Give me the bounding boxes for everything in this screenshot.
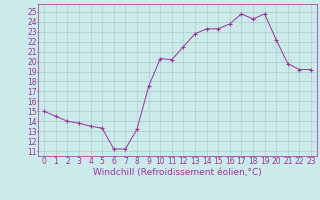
- X-axis label: Windchill (Refroidissement éolien,°C): Windchill (Refroidissement éolien,°C): [93, 168, 262, 177]
